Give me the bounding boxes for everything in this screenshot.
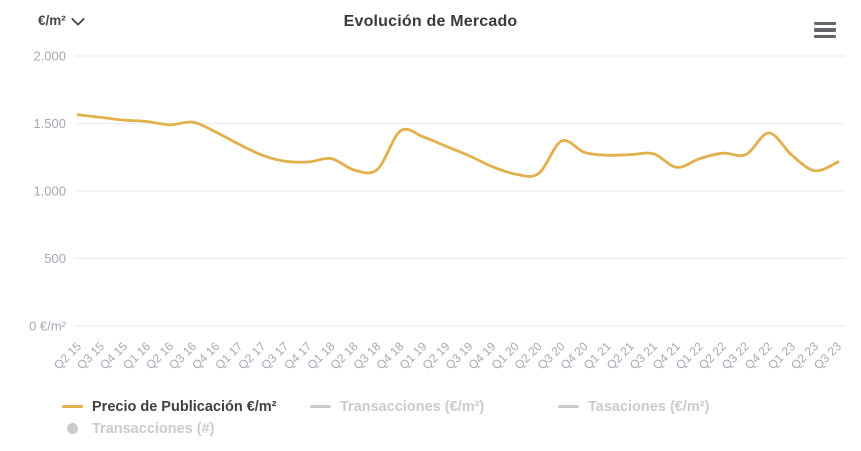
legend-circle-marker <box>67 423 78 434</box>
page-title: Evolución de Mercado <box>343 13 518 30</box>
chart-legend: Precio de Publicación €/m² Transacciones … <box>62 397 854 438</box>
y-axis-label: 1.000 <box>33 184 66 199</box>
legend-item-4[interactable]: Transacciones (#) <box>62 419 282 438</box>
legend-line-marker <box>62 405 83 408</box>
y-axis-label: 2.000 <box>33 49 66 64</box>
y-axis-label: 500 <box>44 251 66 266</box>
legend-label: Transacciones (€/m²) <box>340 398 485 415</box>
legend-item-2[interactable]: Transacciones (€/m²) <box>310 397 558 416</box>
chart-header: €/m² Evolución de Mercado <box>0 0 861 40</box>
unit-dropdown-label: €/m² <box>38 13 66 28</box>
legend-line-marker <box>558 405 579 408</box>
x-axis-label: Q3 23 <box>811 339 844 372</box>
hamburger-menu-icon[interactable] <box>814 22 836 38</box>
y-axis-label: 1.500 <box>33 116 66 131</box>
legend-item-3[interactable]: Tasaciones (€/m²) <box>558 397 778 416</box>
legend-label: Tasaciones (€/m²) <box>588 398 710 415</box>
legend-item-1[interactable]: Precio de Publicación €/m² <box>62 397 310 416</box>
y-axis-label: 0 €/m² <box>29 319 67 334</box>
price-line[interactable] <box>76 113 840 178</box>
legend-line-marker <box>310 405 331 408</box>
legend-label: Transacciones (#) <box>92 420 215 437</box>
legend-label: Precio de Publicación €/m² <box>92 398 277 415</box>
unit-dropdown[interactable]: €/m² <box>38 11 85 28</box>
